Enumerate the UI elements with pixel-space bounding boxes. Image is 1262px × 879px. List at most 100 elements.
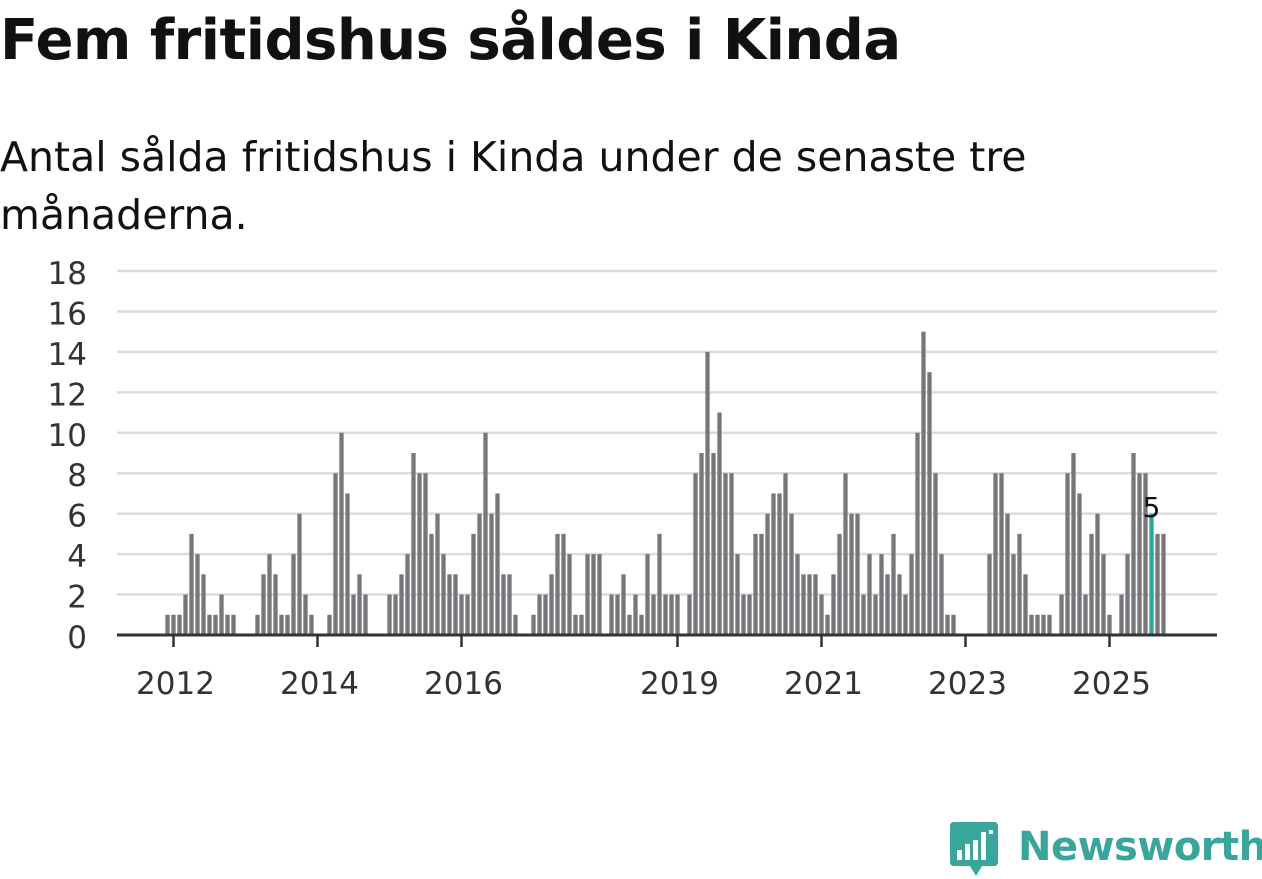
bar xyxy=(273,574,278,635)
x-tick-label-2014: 2014 xyxy=(280,666,359,702)
bar xyxy=(897,574,902,635)
bar xyxy=(1041,614,1046,635)
bar xyxy=(933,473,938,635)
x-tick-label-2016: 2016 xyxy=(424,666,503,702)
bar xyxy=(1029,614,1034,635)
bar xyxy=(987,554,992,635)
bar xyxy=(759,533,764,635)
bar xyxy=(1119,594,1124,635)
bar xyxy=(1017,533,1022,635)
bar xyxy=(309,614,314,635)
bar xyxy=(561,533,566,635)
bar xyxy=(879,554,884,635)
bar xyxy=(1047,614,1052,635)
bar xyxy=(555,533,560,635)
bar xyxy=(621,574,626,635)
bar xyxy=(351,594,356,635)
bar xyxy=(291,554,296,635)
bar xyxy=(783,473,788,635)
y-tick-label-18: 18 xyxy=(48,256,87,292)
bar xyxy=(189,533,194,635)
bar xyxy=(825,614,830,635)
bar xyxy=(891,533,896,635)
bar xyxy=(699,453,704,635)
bar xyxy=(231,614,236,635)
bar xyxy=(597,554,602,635)
bar xyxy=(531,614,536,635)
bar xyxy=(753,533,758,635)
bar xyxy=(195,554,200,635)
bar xyxy=(1125,554,1130,635)
x-tick-label-2021: 2021 xyxy=(784,666,863,702)
bar xyxy=(939,554,944,635)
bar xyxy=(615,594,620,635)
bar xyxy=(165,614,170,635)
bar xyxy=(633,594,638,635)
x-tick-label-2012: 2012 xyxy=(136,666,215,702)
bar xyxy=(507,574,512,635)
bar xyxy=(789,513,794,635)
newsworthy-logo-icon xyxy=(950,822,998,876)
bar xyxy=(723,473,728,635)
bar xyxy=(909,554,914,635)
bar xyxy=(951,614,956,635)
chart-title: Fem fritidshus såldes i Kinda xyxy=(0,8,901,73)
bar xyxy=(609,594,614,635)
y-tick-label-0: 0 xyxy=(67,620,87,656)
bar xyxy=(801,574,806,635)
bar xyxy=(837,533,842,635)
bar xyxy=(333,473,338,635)
bar xyxy=(399,574,404,635)
bar xyxy=(303,594,308,635)
bar xyxy=(867,554,872,635)
bar xyxy=(861,594,866,635)
bar xyxy=(729,473,734,635)
bar xyxy=(1137,473,1142,635)
bar xyxy=(411,453,416,635)
bar xyxy=(771,493,776,635)
bar xyxy=(453,574,458,635)
bar xyxy=(1071,453,1076,635)
bar xyxy=(819,594,824,635)
bar xyxy=(591,554,596,635)
bar xyxy=(663,594,668,635)
bar xyxy=(1095,513,1100,635)
bar xyxy=(213,614,218,635)
bar xyxy=(345,493,350,635)
bar xyxy=(993,473,998,635)
bar xyxy=(1035,614,1040,635)
bar xyxy=(477,513,482,635)
bar xyxy=(435,513,440,635)
bar xyxy=(171,614,176,635)
bar-value-label: 5 xyxy=(1143,491,1161,524)
bar xyxy=(327,614,332,635)
bar xyxy=(813,574,818,635)
bar xyxy=(1155,533,1160,635)
bar xyxy=(1083,594,1088,635)
bar xyxy=(921,331,926,635)
bar xyxy=(297,513,302,635)
bar xyxy=(639,614,644,635)
bar xyxy=(1005,513,1010,635)
bar xyxy=(267,554,272,635)
bar xyxy=(219,594,224,635)
y-tick-label-4: 4 xyxy=(67,539,87,575)
bar xyxy=(831,574,836,635)
bar xyxy=(549,574,554,635)
bar xyxy=(687,594,692,635)
bar xyxy=(855,513,860,635)
newsworthy-logo[interactable]: Newsworthy xyxy=(950,820,1262,878)
bar xyxy=(543,594,548,635)
bar xyxy=(573,614,578,635)
bar xyxy=(567,554,572,635)
bar xyxy=(1011,554,1016,635)
bar xyxy=(765,513,770,635)
y-tick-label-12: 12 xyxy=(48,377,87,413)
bar xyxy=(999,473,1004,635)
bar xyxy=(417,473,422,635)
bar xyxy=(585,554,590,635)
bar xyxy=(657,533,662,635)
bar xyxy=(495,493,500,635)
bar xyxy=(741,594,746,635)
bar xyxy=(285,614,290,635)
